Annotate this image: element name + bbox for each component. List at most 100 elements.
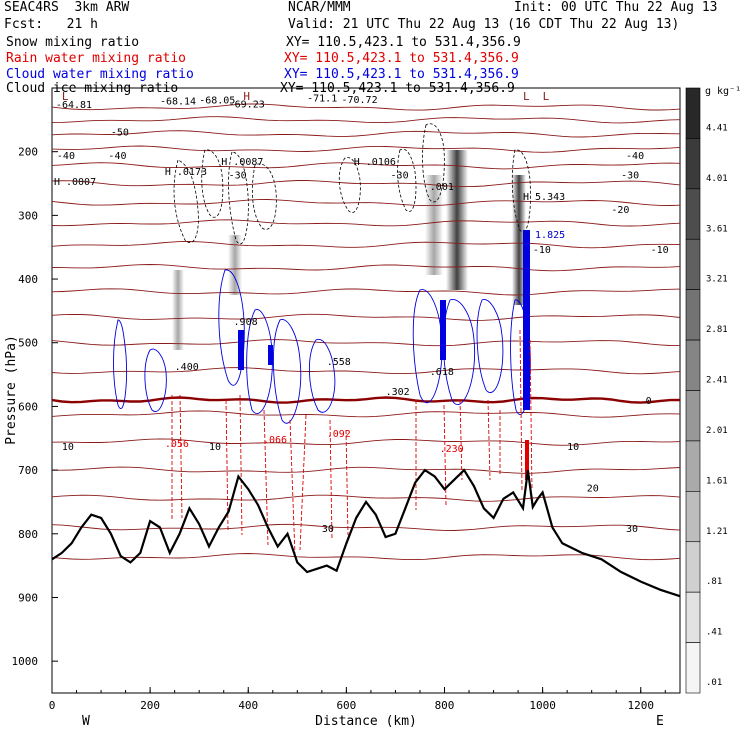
rain-water-contour	[329, 419, 333, 541]
extremum-label: H .0087	[221, 157, 263, 168]
rain-water-contour	[225, 399, 229, 531]
x-tick-label: 600	[336, 699, 356, 712]
colorbar-segment	[685, 138, 701, 190]
isotherm-line	[52, 199, 680, 207]
isotherm-label: 10	[567, 442, 579, 453]
snow-shading-plume	[512, 175, 526, 305]
y-tick-label: 400	[18, 273, 38, 286]
extremum-label: .066	[263, 435, 287, 446]
rain-water-contour	[443, 404, 447, 506]
y-tick-label: 900	[18, 591, 38, 604]
extremum-label: .056	[165, 439, 189, 450]
rain-water-contour	[529, 339, 533, 491]
field-xy-cloud-water: XY= 110.5,423.1 to 531.4,356.9	[284, 67, 519, 82]
colorbar-label: 4.41	[706, 123, 728, 133]
cloud-water-contour	[113, 319, 127, 409]
isotherm-line	[52, 116, 680, 124]
colorbar-segment	[685, 188, 701, 240]
isotherm-label: -40	[108, 151, 126, 162]
colorbar-label: 3.61	[706, 224, 728, 234]
x-tick-label: 1000	[529, 699, 556, 712]
extremum-label: .001	[430, 182, 454, 193]
cloud-water-contour	[442, 299, 476, 406]
colorbar-label: 2.41	[706, 376, 728, 386]
field-name-cloud-water: Cloud water mixing ratio	[6, 67, 194, 82]
isotherm-line	[52, 494, 680, 502]
isotherm-label: -30	[229, 171, 247, 182]
extremum-label: .618	[430, 367, 454, 378]
rain-water-contour	[263, 409, 269, 546]
y-axis-title: Pressure (hPa)	[4, 335, 19, 445]
cloud-water-contour	[246, 309, 273, 414]
cloud-ice-contour	[338, 157, 361, 213]
colorbar-segment	[685, 591, 701, 643]
rain-water-contour	[519, 329, 523, 491]
x-tick-label: 800	[435, 699, 455, 712]
colorbar-segment	[685, 491, 701, 543]
zero-isotherm-line	[52, 396, 680, 404]
isotherm-label: -40	[57, 151, 75, 162]
colorbar-segment	[685, 87, 701, 139]
colorbar-label: 2.81	[706, 325, 728, 335]
colorbar-segment	[685, 238, 701, 290]
isotherm-label: -71.1	[307, 94, 337, 105]
colorbar-unit: g kg⁻¹	[705, 86, 740, 97]
snow-shading-plume	[228, 235, 242, 295]
colorbar-segment	[685, 642, 701, 694]
cloud-water-contour	[476, 299, 504, 393]
isotherm-line	[52, 339, 680, 347]
y-tick-label: 800	[18, 528, 38, 541]
extremum-label: .230	[440, 444, 464, 455]
extremum-label: H .0173	[165, 167, 207, 178]
isotherm-line	[52, 466, 680, 474]
isotherm-line	[52, 288, 680, 296]
cloud-water-contour	[308, 338, 336, 413]
isotherm-line	[52, 367, 680, 375]
extremum-label: H 1.825	[523, 230, 565, 241]
extremum-label: H 5.343	[523, 192, 565, 203]
colorbar-label: 3.21	[706, 275, 728, 285]
isotherm-line	[52, 264, 680, 272]
valid-time: Valid: 21 UTC Thu 22 Aug 13 (16 CDT Thu …	[288, 17, 680, 32]
colorbar-label: 1.61	[706, 476, 728, 486]
cloud-water-core	[238, 230, 530, 410]
rain-water-contour	[487, 399, 491, 481]
cloud-ice-contour	[422, 123, 445, 203]
org-name: NCAR/MMM	[288, 0, 351, 15]
field-xy-rain: XY= 110.5,423.1 to 531.4,356.9	[284, 51, 519, 66]
init-time: Init: 00 UTC Thu 22 Aug 13	[514, 0, 718, 15]
isotherm-label: 10	[209, 442, 221, 453]
cloud-water-core-column	[268, 345, 273, 365]
cloud-ice-contour	[251, 163, 277, 230]
isotherm-label: -68.14	[160, 97, 196, 108]
y-tick-label: 500	[18, 337, 38, 350]
isotherm-label: -10	[533, 245, 551, 256]
isotherm-label: -50	[111, 127, 129, 138]
y-tick-label: 200	[18, 146, 38, 159]
isotherm-line	[52, 241, 680, 249]
model-name: SEAC4RS 3km ARW	[4, 0, 130, 15]
isotherm-line	[52, 523, 680, 531]
cloud-water-core-column	[523, 230, 530, 410]
cloud-water-core-column	[440, 300, 446, 360]
isotherm-label: -30	[621, 171, 639, 182]
extremum-label: .558	[327, 357, 351, 368]
isotherm-line	[52, 180, 680, 188]
extremum-label: .302	[386, 387, 410, 398]
snow-shading-plume	[425, 175, 443, 275]
isotherm-label: 10	[62, 442, 74, 453]
y-tick-label: 300	[18, 209, 38, 222]
isotherm-label: -30	[391, 171, 409, 182]
cloud-water-contour	[412, 289, 443, 404]
isotherm-label: -64.81	[56, 100, 92, 111]
cloud-water-contour	[218, 269, 245, 386]
colorbar-label: .81	[706, 577, 722, 587]
isotherm-extremum-letter: H	[243, 90, 250, 103]
extremum-label: .908	[234, 317, 258, 328]
isotherm-line	[52, 553, 680, 561]
isotherm-extremum-letter: L	[523, 90, 530, 103]
isotherm-line	[52, 162, 680, 170]
isotherm-label: 20	[587, 483, 599, 494]
field-name-snow: Snow mixing ratio	[6, 35, 140, 50]
rain-water-core	[525, 440, 529, 480]
